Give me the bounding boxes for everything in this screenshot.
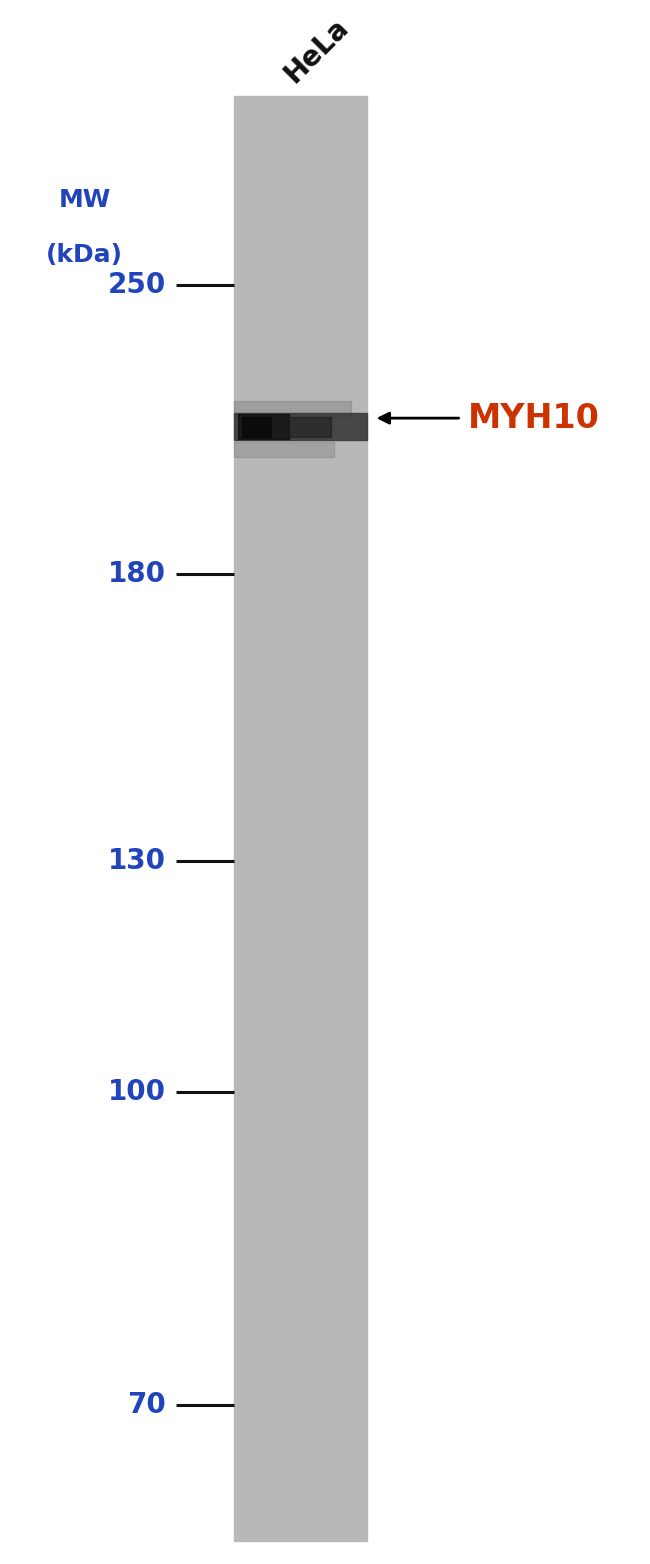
Text: HeLa: HeLa [280, 14, 354, 89]
Bar [234, 97, 367, 1541]
Bar [234, 441, 334, 457]
Text: 180: 180 [108, 560, 166, 588]
Text: 100: 100 [108, 1078, 166, 1106]
Text: 250: 250 [107, 272, 166, 299]
Text: 130: 130 [108, 846, 166, 874]
Bar [234, 413, 367, 439]
Bar [238, 414, 289, 439]
Text: MW: MW [58, 188, 110, 211]
Bar [281, 418, 332, 436]
Text: 70: 70 [127, 1392, 166, 1420]
Bar [234, 402, 351, 418]
Bar [242, 418, 271, 436]
Text: MYH10: MYH10 [468, 402, 600, 435]
Text: (kDa): (kDa) [46, 242, 123, 267]
